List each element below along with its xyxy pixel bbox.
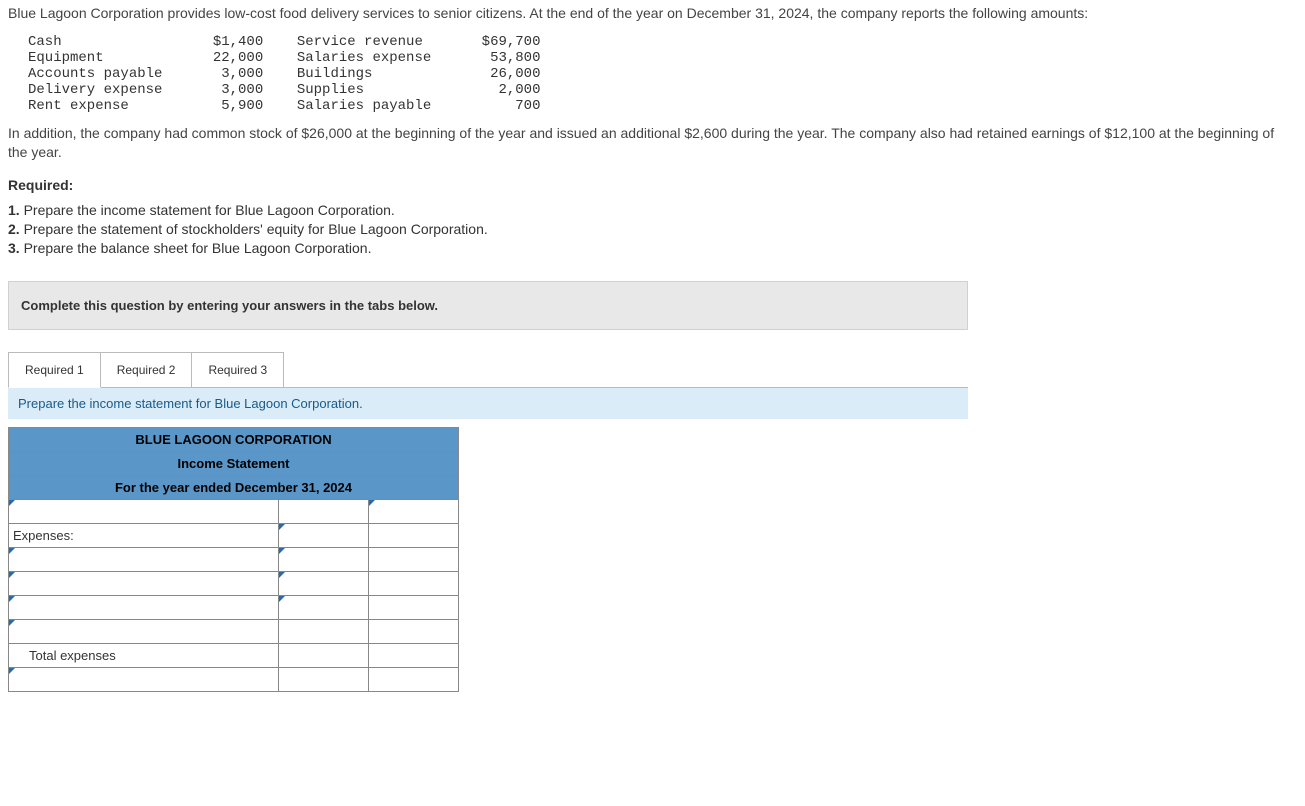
tab-required-3[interactable]: Required 3: [191, 352, 284, 388]
input-cell[interactable]: [9, 668, 279, 692]
input-cell[interactable]: [9, 548, 279, 572]
tab-instruction: Prepare the income statement for Blue La…: [8, 387, 968, 419]
input-cell[interactable]: [279, 548, 369, 572]
income-statement-worksheet: BLUE LAGOON CORPORATION Income Statement…: [8, 427, 459, 692]
tab-required-2[interactable]: Required 2: [100, 352, 193, 388]
input-cell[interactable]: [9, 572, 279, 596]
ws-title-statement: Income Statement: [9, 452, 459, 476]
input-cell[interactable]: [369, 572, 459, 596]
total-expenses-label: Total expenses: [9, 644, 279, 668]
instruction-bar: Complete this question by entering your …: [8, 281, 968, 330]
input-cell[interactable]: [279, 572, 369, 596]
input-cell[interactable]: [279, 596, 369, 620]
required-heading: Required:: [8, 177, 1297, 193]
input-cell[interactable]: [369, 548, 459, 572]
additional-info: In addition, the company had common stoc…: [8, 124, 1297, 163]
problem-intro: Blue Lagoon Corporation provides low-cos…: [8, 4, 1297, 24]
input-cell[interactable]: [279, 644, 369, 668]
input-cell[interactable]: [279, 500, 369, 524]
requirement-1: Prepare the income statement for Blue La…: [24, 202, 395, 218]
tabs-container: Required 1 Required 2 Required 3: [8, 352, 1297, 388]
input-cell[interactable]: [9, 500, 279, 524]
input-cell[interactable]: [369, 668, 459, 692]
input-cell[interactable]: [9, 620, 279, 644]
input-cell[interactable]: [369, 524, 459, 548]
input-cell[interactable]: [279, 524, 369, 548]
tab-required-1[interactable]: Required 1: [8, 352, 101, 388]
input-cell[interactable]: [9, 596, 279, 620]
requirement-2: Prepare the statement of stockholders' e…: [24, 221, 488, 237]
accounts-data-block: Cash $1,400 Service revenue $69,700 Equi…: [28, 34, 1297, 114]
input-cell[interactable]: [369, 596, 459, 620]
input-cell[interactable]: [369, 644, 459, 668]
requirement-3: Prepare the balance sheet for Blue Lagoo…: [24, 240, 372, 256]
input-cell[interactable]: [279, 620, 369, 644]
expenses-label: Expenses:: [9, 524, 279, 548]
input-cell[interactable]: [369, 620, 459, 644]
input-cell[interactable]: [369, 500, 459, 524]
requirements-list: 1. Prepare the income statement for Blue…: [8, 201, 1297, 258]
ws-title-company: BLUE LAGOON CORPORATION: [9, 428, 459, 452]
ws-title-period: For the year ended December 31, 2024: [9, 476, 459, 500]
input-cell[interactable]: [279, 668, 369, 692]
